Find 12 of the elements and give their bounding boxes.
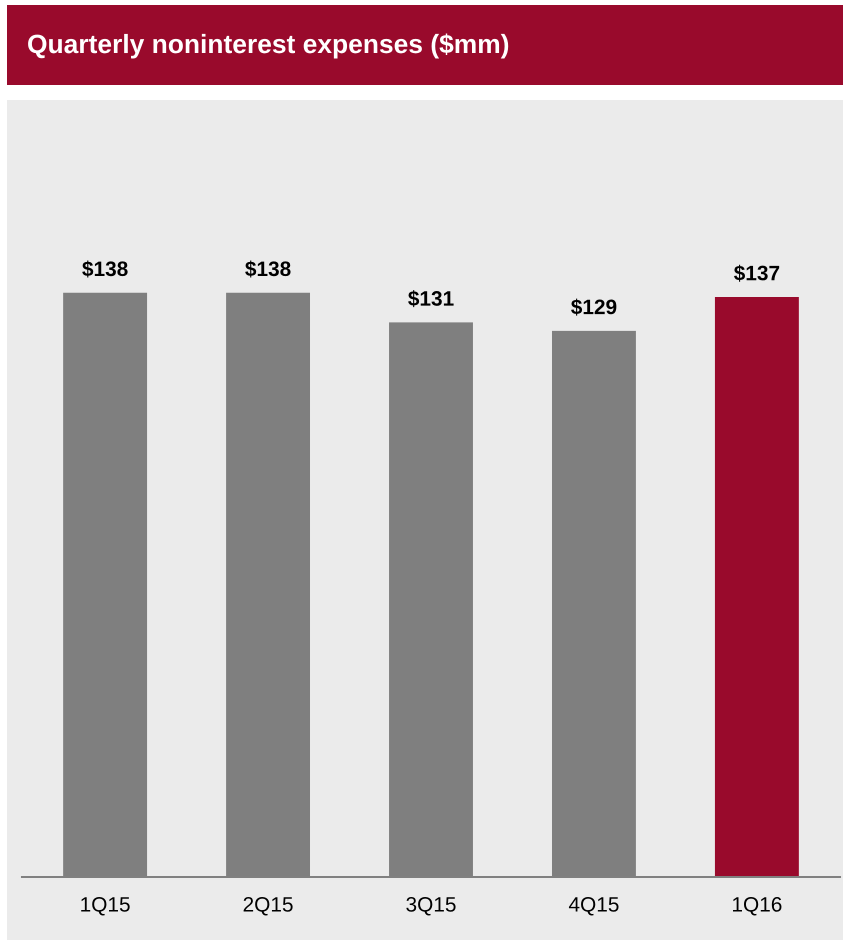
x-tick-label: 1Q16 [733, 896, 782, 916]
chart-title: Quarterly noninterest expenses ($mm) [28, 33, 508, 59]
bar [714, 297, 799, 877]
data-label: $131 [408, 290, 454, 308]
x-tick-label: 2Q15 [244, 896, 293, 916]
data-label: $137 [734, 264, 780, 282]
data-label: $129 [571, 298, 616, 316]
data-label: $138 [245, 260, 291, 278]
x-tick-label: 1Q15 [81, 896, 130, 916]
x-tick-label: 4Q15 [568, 896, 619, 916]
x-tick-label: 3Q15 [406, 896, 456, 916]
data-label: $138 [82, 260, 128, 278]
